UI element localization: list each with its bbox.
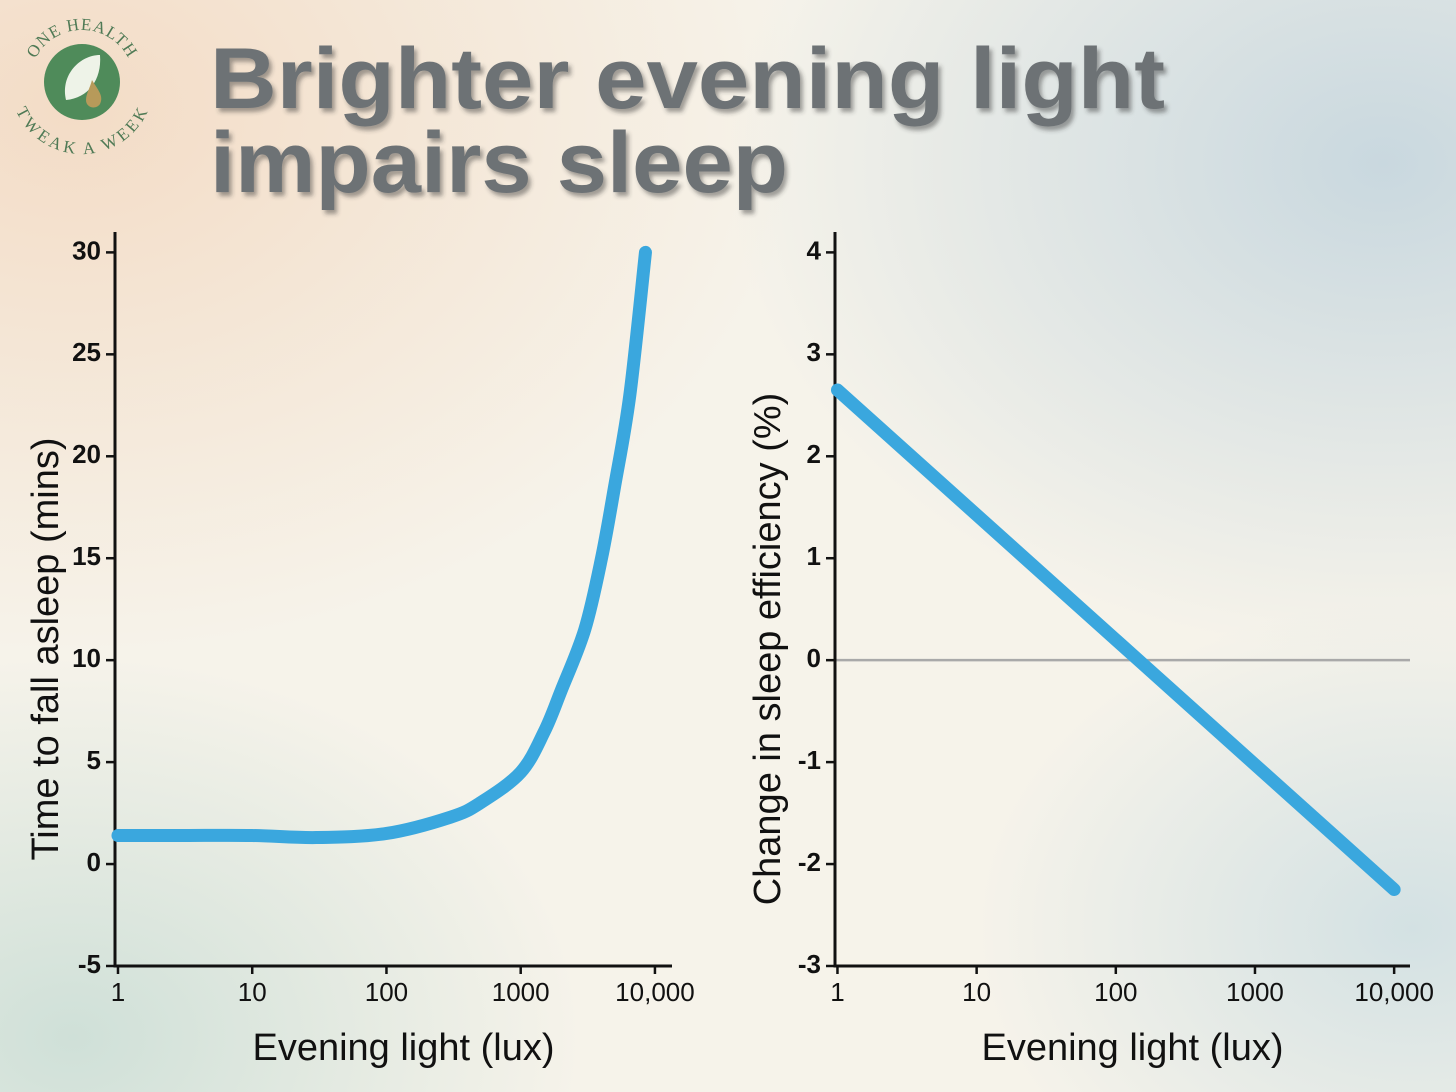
y-tick-label: 3 bbox=[807, 337, 821, 367]
y-tick-label: 0 bbox=[807, 643, 821, 673]
x-tick-label: 100 bbox=[1094, 977, 1137, 1007]
y-tick-label: 2 bbox=[807, 439, 821, 469]
y-tick-label: 20 bbox=[72, 439, 101, 469]
x-tick-label: 1 bbox=[111, 977, 125, 1007]
x-tick-label: 10,000 bbox=[615, 977, 695, 1007]
y-tick-label: 30 bbox=[72, 235, 101, 265]
title-line: impairs sleep bbox=[210, 115, 788, 211]
x-axis-label: Evening light (lux) bbox=[252, 1027, 554, 1069]
y-tick-label: 0 bbox=[87, 847, 101, 877]
x-tick-label: 1 bbox=[830, 977, 844, 1007]
x-axis-label: Evening light (lux) bbox=[981, 1027, 1283, 1069]
logo-drop bbox=[86, 80, 102, 108]
y-tick-label: 10 bbox=[72, 643, 101, 673]
y-tick-label: 1 bbox=[807, 541, 821, 571]
y-tick-label: -3 bbox=[798, 949, 821, 979]
y-tick-label: 5 bbox=[87, 745, 101, 775]
y-tick-label: -1 bbox=[798, 745, 821, 775]
title-line: Brighter evening light bbox=[210, 31, 1165, 127]
x-tick-label: 1000 bbox=[1226, 977, 1284, 1007]
y-tick-label: 25 bbox=[72, 337, 101, 367]
y-tick-label: 4 bbox=[807, 235, 822, 265]
x-tick-label: 10,000 bbox=[1354, 977, 1434, 1007]
x-tick-label: 100 bbox=[365, 977, 408, 1007]
x-tick-label: 10 bbox=[238, 977, 267, 1007]
y-axis-label: Change in sleep efficiency (%) bbox=[747, 393, 789, 906]
x-tick-label: 1000 bbox=[492, 977, 550, 1007]
y-axis-label: Time to fall asleep (mins) bbox=[25, 437, 67, 860]
data-line bbox=[111, 245, 652, 845]
y-tick-label: -2 bbox=[798, 847, 821, 877]
data-line bbox=[830, 383, 1401, 897]
y-tick-label: 15 bbox=[72, 541, 101, 571]
logo-leaf bbox=[64, 55, 101, 100]
x-tick-label: 10 bbox=[962, 977, 991, 1007]
y-tick-label: -5 bbox=[78, 949, 101, 979]
